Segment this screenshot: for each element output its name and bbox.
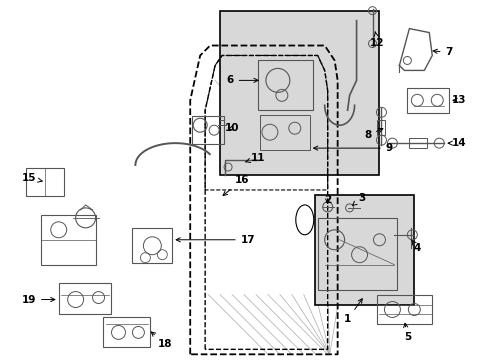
Bar xyxy=(377,120,385,135)
Text: 10: 10 xyxy=(224,123,239,133)
Bar xyxy=(220,11,379,175)
Text: 9: 9 xyxy=(313,143,392,153)
Text: 14: 14 xyxy=(447,138,466,148)
Text: 7: 7 xyxy=(432,48,452,58)
Bar xyxy=(317,218,397,289)
Text: 12: 12 xyxy=(369,32,384,48)
Text: 1: 1 xyxy=(343,299,362,324)
Text: 13: 13 xyxy=(451,95,466,105)
Text: 8: 8 xyxy=(363,129,382,140)
Text: 11: 11 xyxy=(245,153,264,163)
Bar xyxy=(408,138,427,148)
Text: 2: 2 xyxy=(324,195,331,205)
Bar xyxy=(41,215,95,265)
Bar xyxy=(407,88,448,113)
Text: 5: 5 xyxy=(403,323,410,342)
Text: 3: 3 xyxy=(352,193,365,206)
Text: 15: 15 xyxy=(21,173,42,183)
Bar xyxy=(59,283,110,315)
Text: 6: 6 xyxy=(226,75,258,85)
Text: 4: 4 xyxy=(410,240,420,253)
Text: 19: 19 xyxy=(21,294,55,305)
Bar xyxy=(260,115,309,150)
Bar xyxy=(314,195,413,305)
Text: 16: 16 xyxy=(223,175,249,195)
Bar xyxy=(26,168,63,196)
Bar xyxy=(102,318,150,347)
Bar xyxy=(132,228,172,263)
Bar xyxy=(192,116,224,144)
Bar xyxy=(377,294,431,324)
Text: 17: 17 xyxy=(176,235,255,245)
Bar xyxy=(258,60,312,110)
Text: 18: 18 xyxy=(151,332,172,349)
